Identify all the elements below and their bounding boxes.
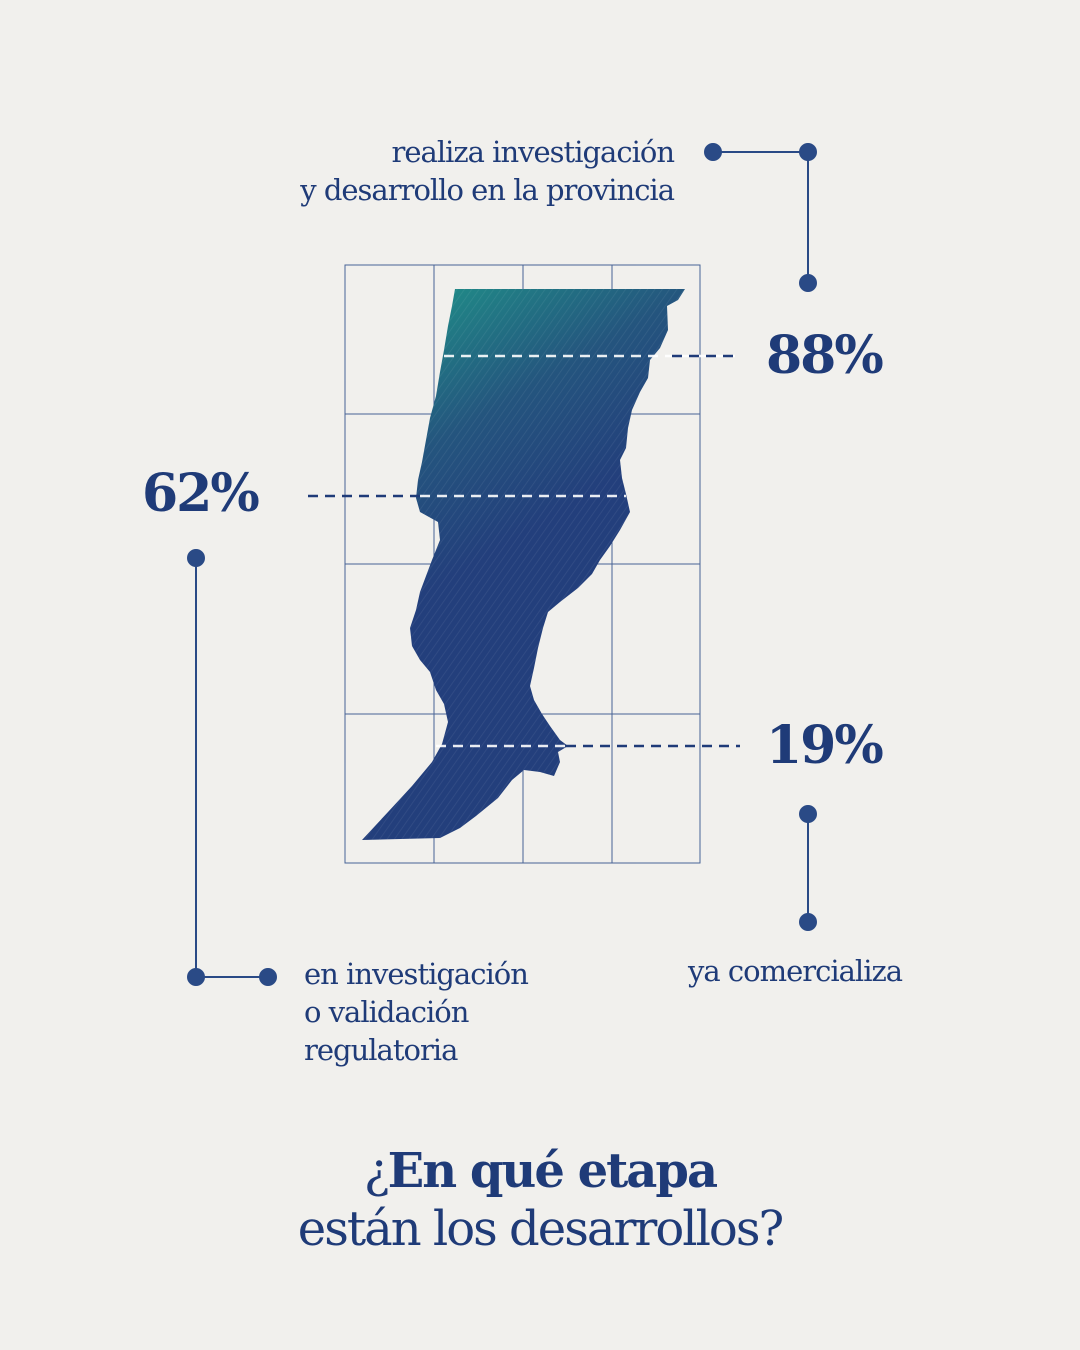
stat-value-62: 62%: [142, 463, 260, 524]
stat-label-commercial-line1: ya comercializa: [688, 954, 903, 988]
connector-research: [187, 549, 277, 986]
stat-label-commercial: ya comercializa: [688, 952, 903, 990]
connector-commercial: [799, 805, 817, 931]
page-title-line1: ¿En qué etapa: [0, 1142, 1080, 1200]
stat-label-rd-line2: y desarrollo en la provincia: [300, 173, 675, 207]
connector-rd: [704, 143, 817, 292]
stat-value-19: 19%: [766, 715, 884, 776]
stat-label-research-line2: o validación: [304, 995, 469, 1029]
stat-label-research-line3: regulatoria: [304, 1033, 458, 1067]
stat-label-research: en investigación o validación regulatori…: [304, 955, 529, 1069]
page-title-bold: En qué etapa: [387, 1143, 718, 1199]
stat-label-research-line1: en investigación: [304, 957, 529, 991]
dashed-leaders: [308, 354, 740, 748]
page-title: ¿En qué etapa están los desarrollos?: [0, 1142, 1080, 1258]
santa-fe-province-map-icon: [362, 289, 685, 840]
page-title-prefix: ¿: [363, 1143, 390, 1199]
stat-label-rd: realiza investigación y desarrollo en la…: [300, 133, 675, 209]
stat-label-rd-line1: realiza investigación: [391, 135, 675, 169]
page-title-line2: están los desarrollos?: [297, 1201, 784, 1257]
stat-value-88: 88%: [766, 325, 884, 386]
